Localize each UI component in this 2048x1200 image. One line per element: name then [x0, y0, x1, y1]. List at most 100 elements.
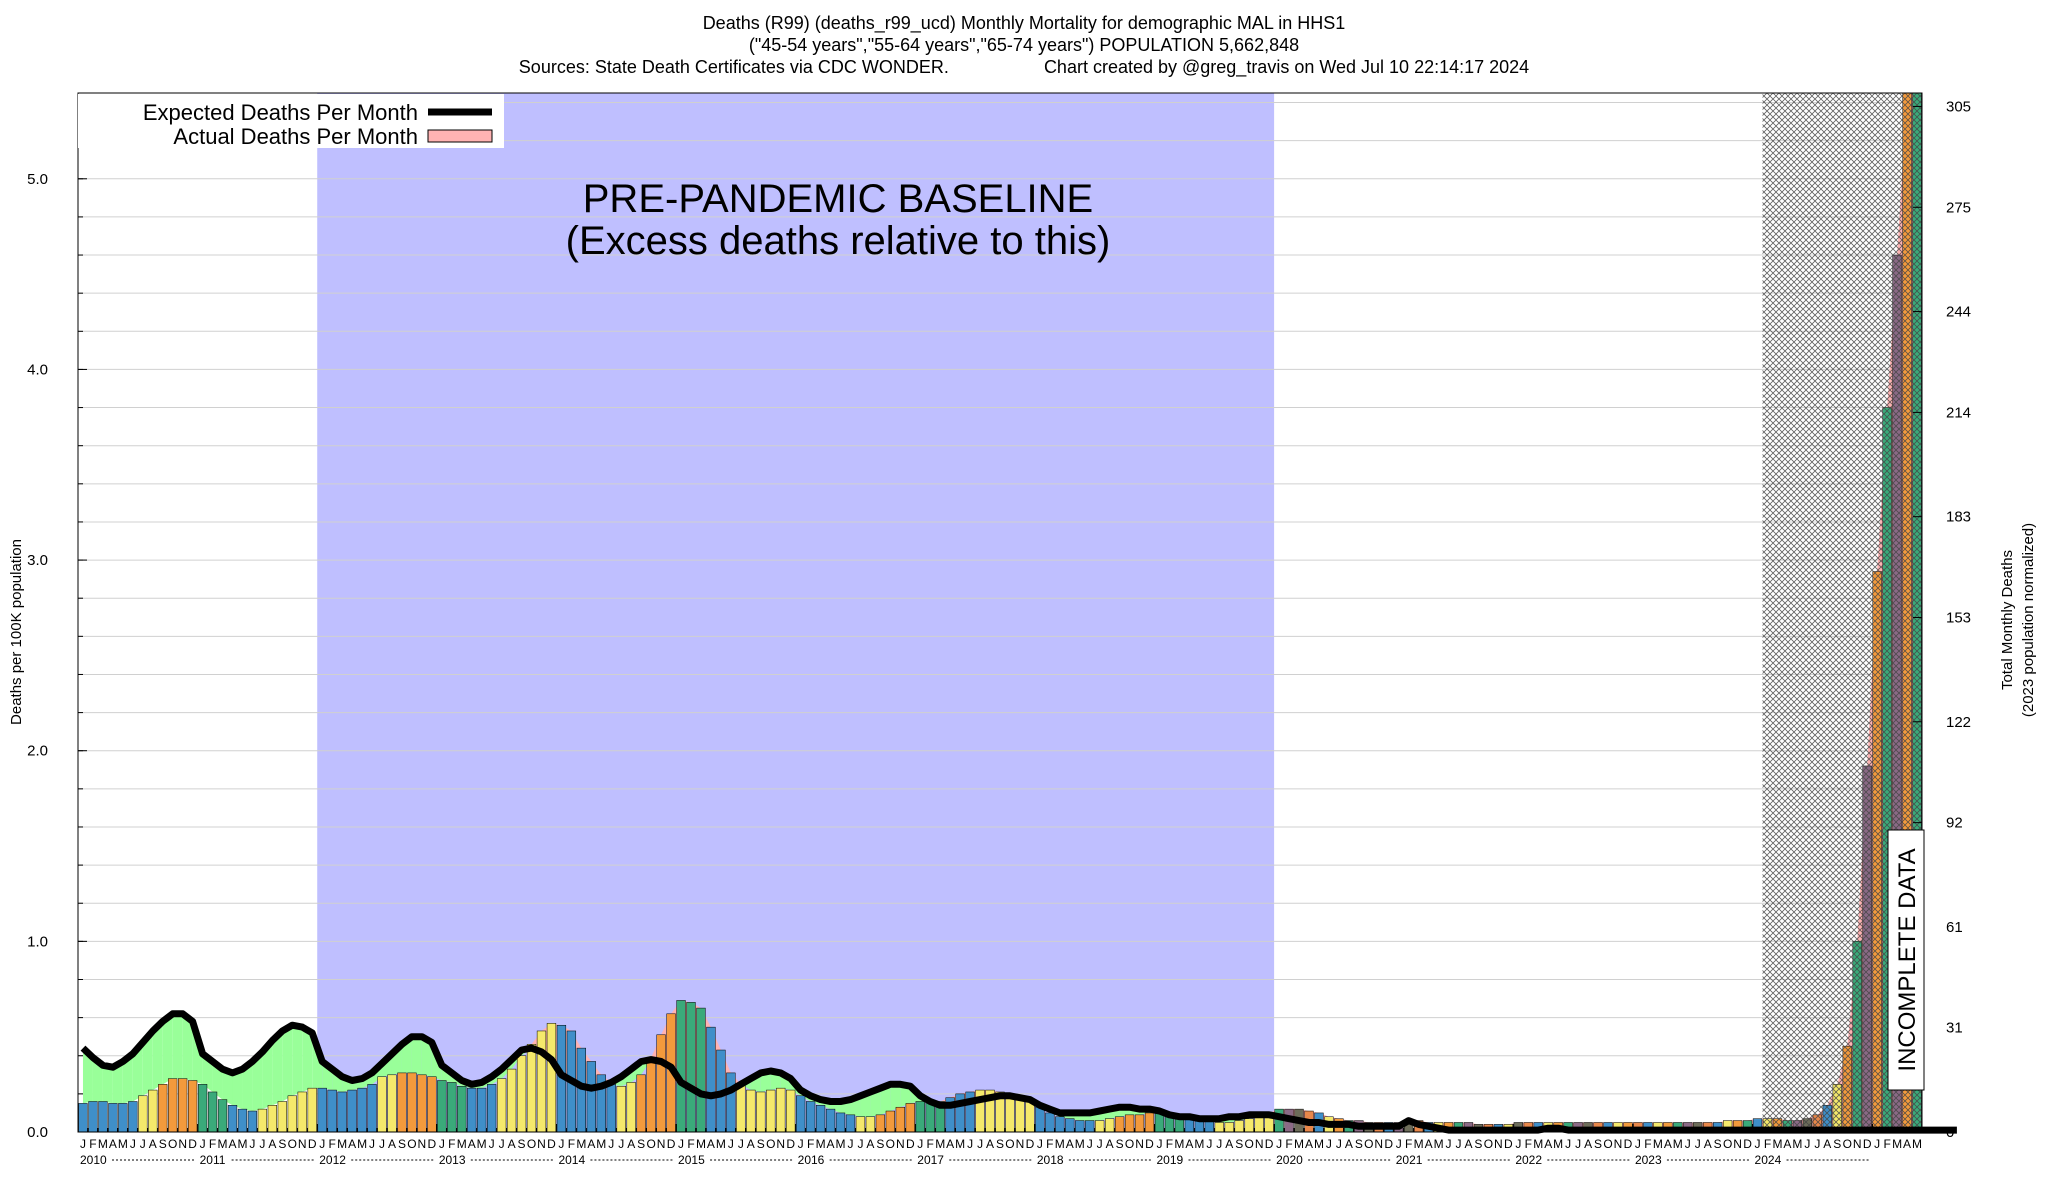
month-label: M [457, 1137, 467, 1151]
actual-deaths-bar [516, 1055, 527, 1133]
month-label: A [1704, 1137, 1712, 1151]
actual-deaths-bar [1085, 1120, 1095, 1133]
month-label: A [1783, 1137, 1791, 1151]
year-label: 2011 [200, 1153, 226, 1167]
year-label: 2016 [798, 1153, 825, 1167]
actual-deaths-bar [277, 1101, 287, 1133]
month-label: A [827, 1137, 835, 1151]
month-label: N [1494, 1137, 1503, 1151]
month-label: A [1464, 1137, 1472, 1151]
actual-deaths-bar [766, 1089, 776, 1133]
actual-deaths-bar [676, 1000, 686, 1133]
actual-deaths-bar [1144, 1112, 1155, 1133]
month-label: D [188, 1137, 197, 1151]
month-label: M [576, 1137, 586, 1151]
month-label: J [1446, 1137, 1452, 1151]
month-label: D [1145, 1137, 1154, 1151]
difference-area-segment [890, 1084, 901, 1112]
month-label: D [667, 1137, 676, 1151]
expected-deaths-line [80, 1010, 1957, 1134]
month-label: A [1544, 1137, 1552, 1151]
actual-deaths-bar [496, 1078, 507, 1133]
actual-deaths-bar [875, 1114, 886, 1133]
legend-actual-swatch [427, 129, 493, 143]
actual-deaths-bar [616, 1085, 626, 1133]
month-label: O [407, 1137, 416, 1151]
month-label: F [1883, 1137, 1890, 1151]
month-label: J [1755, 1137, 1761, 1151]
year-label: 2015 [678, 1153, 705, 1167]
month-label: N [1255, 1137, 1264, 1151]
month-label: J [847, 1137, 853, 1151]
actual-deaths-bar [377, 1076, 387, 1133]
y2-tick-label: 31 [1946, 1020, 1963, 1037]
difference-area-segment [760, 1070, 771, 1092]
actual-deaths-bar [187, 1080, 198, 1133]
month-label: N [657, 1137, 666, 1151]
baseline-label-line2: (Excess deaths relative to this) [566, 219, 1111, 263]
month-label: S [1355, 1137, 1363, 1151]
actual-deaths-bar [477, 1087, 487, 1133]
difference-area-segment [900, 1084, 911, 1108]
actual-deaths-bar [626, 1082, 636, 1133]
y2-tick-label: 183 [1946, 509, 1971, 526]
month-label: J [1814, 1137, 1820, 1151]
month-label: N [178, 1137, 187, 1151]
month-label: F [568, 1137, 575, 1151]
month-label: M [1533, 1137, 1543, 1151]
year-label: 2013 [439, 1153, 466, 1167]
month-label: J [967, 1137, 973, 1151]
difference-area-segment [880, 1084, 891, 1115]
actual-deaths-bar [636, 1074, 646, 1133]
month-label: J [1515, 1137, 1521, 1151]
month-label: J [1874, 1137, 1880, 1151]
month-label: J [857, 1137, 863, 1151]
month-label: J [379, 1137, 385, 1151]
month-label: M [955, 1137, 965, 1151]
difference-area-segment [242, 1061, 253, 1112]
y2-tick-label: 0 [1946, 1124, 1954, 1141]
month-label: J [130, 1137, 136, 1151]
actual-deaths-bar [1025, 1101, 1035, 1133]
month-label: O [886, 1137, 895, 1151]
actual-deaths-bar [118, 1103, 128, 1133]
month-label: O [1843, 1137, 1852, 1151]
difference-area-segment [282, 1025, 293, 1102]
month-label: M [596, 1137, 606, 1151]
y2-tick-label: 244 [1946, 304, 1971, 321]
month-label: J [259, 1137, 265, 1151]
actual-deaths-bar [606, 1084, 616, 1133]
month-label: N [1016, 1137, 1025, 1151]
actual-deaths-bar [297, 1091, 307, 1133]
month-label: M [1912, 1137, 1922, 1151]
month-label: J [1685, 1137, 1691, 1151]
month-label: F [1525, 1137, 1532, 1151]
actual-deaths-bar [855, 1116, 866, 1133]
baseline-region [317, 93, 1275, 1132]
actual-deaths-bar [776, 1087, 786, 1133]
actual-deaths-bar [885, 1110, 895, 1133]
month-label: M [1673, 1137, 1683, 1151]
month-label: J [1396, 1137, 1402, 1151]
month-label: O [646, 1137, 655, 1151]
difference-area-segment [172, 1013, 183, 1079]
month-label: M [1892, 1137, 1902, 1151]
month-label: A [1066, 1137, 1074, 1151]
y-tick-label: 4.0 [27, 361, 48, 378]
actual-deaths-bar [1075, 1120, 1085, 1133]
month-label: O [766, 1137, 775, 1151]
actual-deaths-bar [447, 1082, 457, 1133]
month-label: N [1614, 1137, 1623, 1151]
difference-area-segment [162, 1013, 173, 1085]
difference-area-segment [222, 1069, 233, 1106]
month-label: M [836, 1137, 846, 1151]
difference-area-segment [102, 1065, 113, 1104]
month-label: J [1087, 1137, 1093, 1151]
month-label: O [1484, 1137, 1493, 1151]
year-label: 2019 [1156, 1153, 1183, 1167]
month-label: J [439, 1137, 445, 1151]
actual-deaths-bar [696, 1007, 706, 1133]
month-label: F [329, 1137, 336, 1151]
month-label: O [527, 1137, 536, 1151]
actual-deaths-bar [845, 1114, 856, 1133]
